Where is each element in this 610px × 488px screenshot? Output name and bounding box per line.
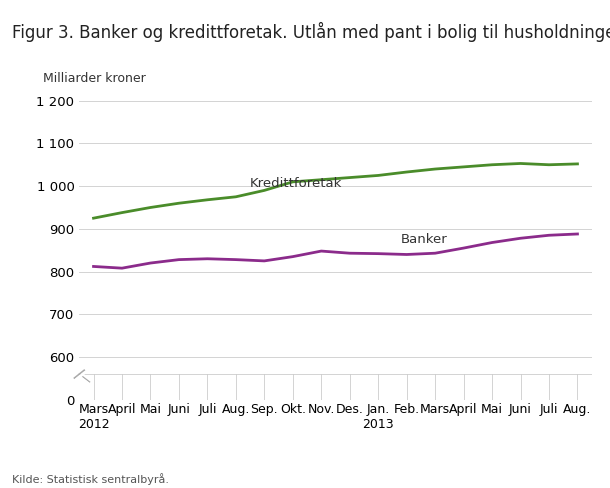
Text: Banker: Banker [401,233,448,246]
Text: Kilde: Statistisk sentralbyrå.: Kilde: Statistisk sentralbyrå. [12,473,169,485]
Text: Milliarder kroner: Milliarder kroner [43,72,146,85]
Text: Kredittforetak: Kredittforetak [250,177,342,189]
Text: Figur 3. Banker og kredittforetak. Utlån med pant i bolig til husholdninger: Figur 3. Banker og kredittforetak. Utlån… [12,22,610,42]
